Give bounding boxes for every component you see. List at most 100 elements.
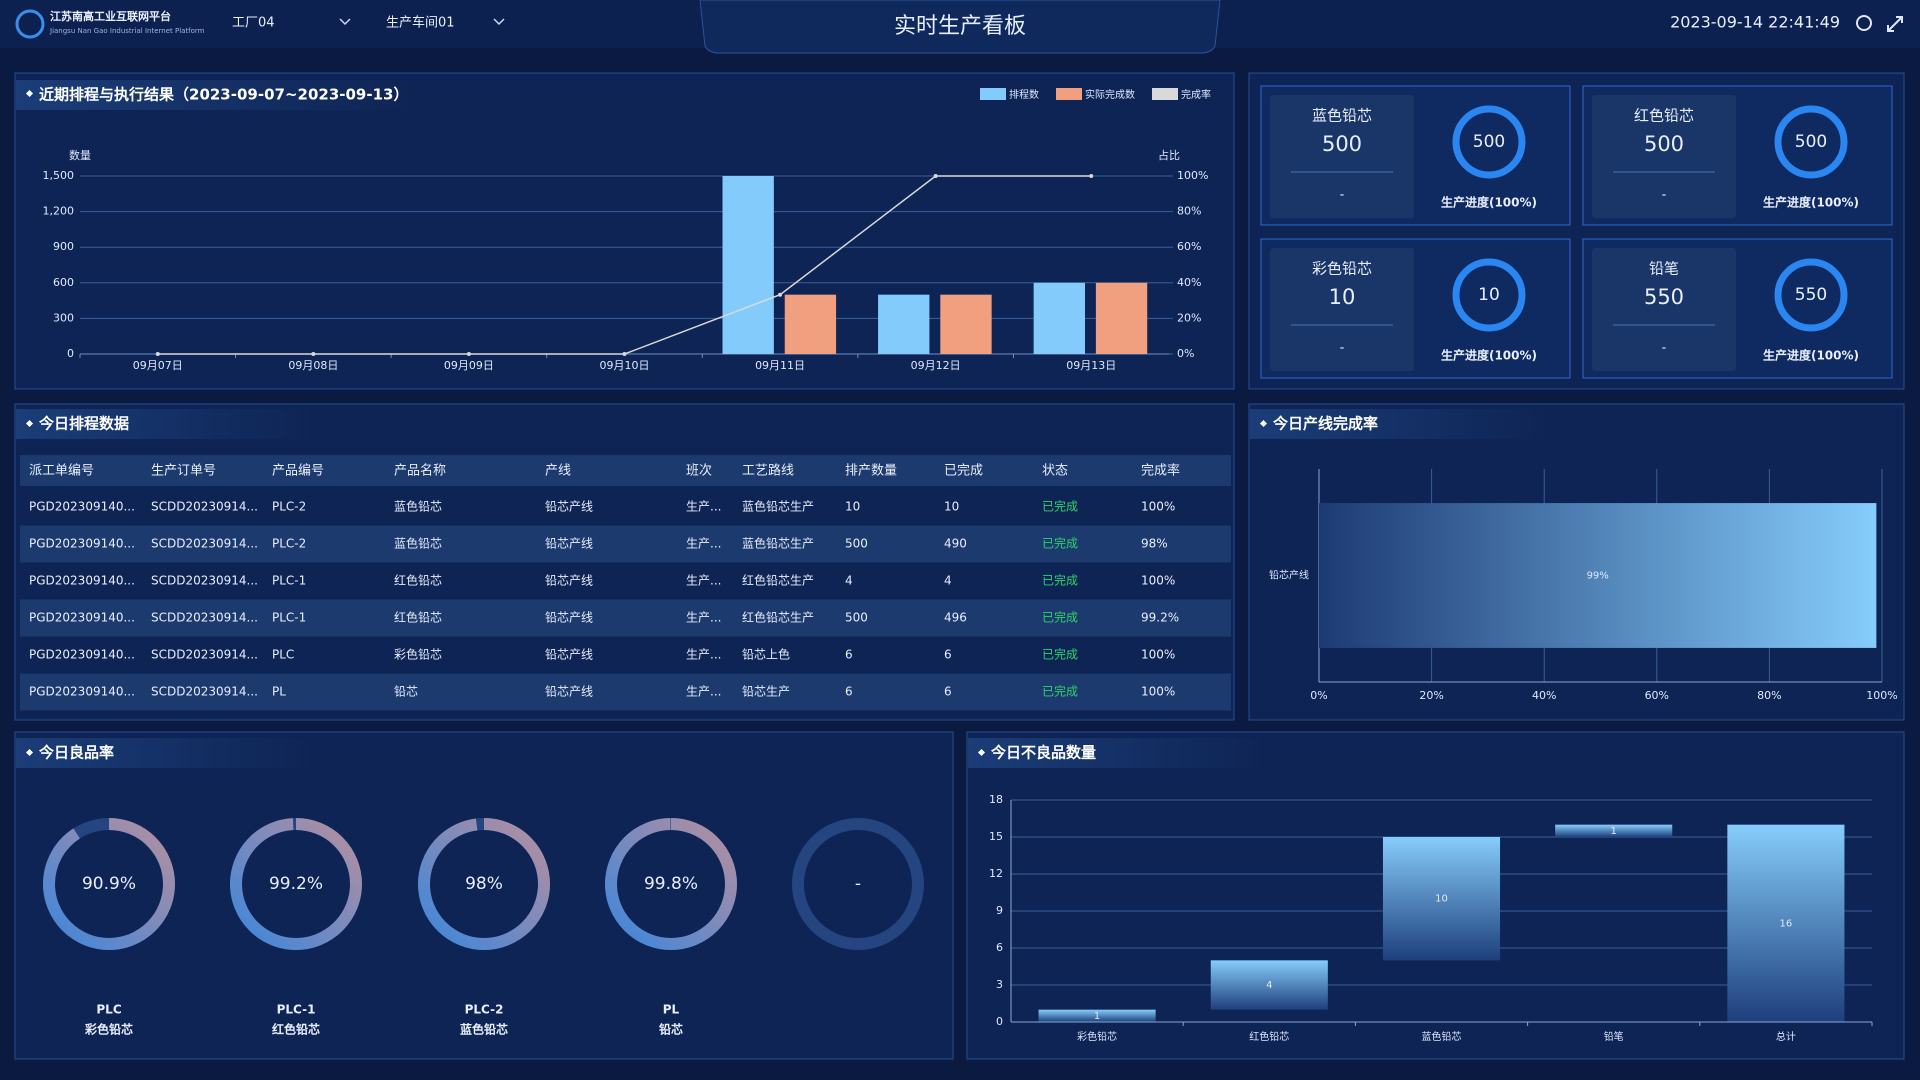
product-code: PLC-1	[277, 1003, 316, 1017]
column-header: 产品编号	[272, 464, 324, 479]
x-tick-label: 彩色铅芯	[1077, 1030, 1117, 1043]
ring-value: 500	[1473, 132, 1505, 152]
table-cell: 6	[845, 648, 853, 662]
title-marker	[25, 419, 34, 428]
y-tick-label: 6	[996, 941, 1003, 954]
table-cell: PGD202309140...	[29, 537, 135, 551]
legend-swatch[interactable]	[1152, 88, 1178, 100]
table-cell: 6	[845, 685, 853, 699]
y2-tick-label: 80%	[1177, 205, 1201, 218]
status-cell: 已完成	[1042, 610, 1078, 625]
y-tick-label: 1,500	[43, 169, 75, 182]
bar	[878, 294, 930, 354]
table-cell: SCDD20230914...	[151, 574, 258, 588]
data-label: 4	[1266, 980, 1272, 991]
table-cell: 100%	[1141, 500, 1175, 514]
ring-label: 99.8%	[644, 874, 698, 894]
bar	[1319, 503, 1877, 648]
table-cell: 铅芯产线	[545, 500, 593, 514]
title-marker	[977, 748, 986, 757]
table-cell: SCDD20230914...	[151, 537, 258, 551]
table-cell: 490	[944, 537, 967, 551]
y-axis-title: 数量	[69, 149, 91, 162]
workshop-select[interactable]: 生产车间01	[386, 15, 455, 31]
ring-label: 99.2%	[269, 874, 323, 894]
y2-tick-label: 0%	[1177, 347, 1194, 360]
table-row-bg	[20, 599, 1231, 637]
factory-select[interactable]: 工厂04	[232, 16, 275, 31]
column-header: 产线	[545, 464, 571, 479]
table-cell: 铅芯产线	[545, 685, 593, 699]
y-tick-label: 0	[67, 347, 74, 360]
legend-label[interactable]: 排程数	[1009, 88, 1039, 101]
data-label: 1	[1611, 826, 1617, 837]
panel-title: 今日排程数据	[38, 415, 129, 433]
card-value: 500	[1322, 132, 1362, 156]
refresh-icon[interactable]	[1856, 15, 1872, 31]
logo-icon	[15, 9, 45, 39]
x-tick-label: 09月08日	[288, 359, 338, 372]
progress-label: 生产进度(100%)	[1763, 348, 1859, 363]
dropdown-arrow[interactable]	[339, 18, 351, 26]
table-cell: 铅芯产线	[545, 648, 593, 662]
table-row-bg	[20, 673, 1231, 711]
y-tick-label: 600	[53, 276, 74, 289]
product-name: 彩色铅芯	[84, 1022, 133, 1037]
x-tick-label: 0%	[1310, 689, 1327, 702]
datetime: 2023-09-14 22:41:49	[1670, 13, 1840, 32]
card-note: -	[1662, 341, 1667, 356]
table-cell: 500	[845, 611, 868, 625]
table-cell: 红色铅芯	[394, 573, 442, 588]
bar	[1033, 282, 1085, 354]
table-cell: 10	[944, 500, 959, 514]
table-cell: 生产...	[686, 500, 721, 514]
table-cell: 蓝色铅芯生产	[742, 537, 814, 551]
bar	[1210, 960, 1328, 1010]
legend-label[interactable]: 实际完成数	[1085, 88, 1135, 101]
table-cell: PGD202309140...	[29, 611, 135, 625]
progress-label: 生产进度(100%)	[1763, 195, 1859, 210]
legend-swatch[interactable]	[1056, 88, 1082, 100]
table-cell: 蓝色铅芯	[394, 500, 442, 514]
y-tick-label: 18	[989, 793, 1003, 806]
card-name: 蓝色铅芯	[1312, 107, 1372, 125]
card-inner	[1270, 95, 1414, 218]
ring-label: 90.9%	[82, 874, 136, 894]
ring-value: 550	[1795, 285, 1827, 305]
table-row-bg	[20, 525, 1231, 563]
table-cell: 生产...	[686, 611, 721, 625]
table-cell: 生产...	[686, 648, 721, 662]
ring-value	[418, 818, 550, 950]
x-tick-label: 100%	[1866, 689, 1897, 702]
fullscreen-icon[interactable]	[1887, 16, 1903, 32]
table-cell: 铅芯产线	[545, 611, 593, 625]
column-header: 状态	[1042, 464, 1068, 479]
x-tick-label: 60%	[1645, 689, 1669, 702]
product-code: PL	[663, 1003, 680, 1017]
table-cell: 彩色铅芯	[394, 648, 442, 662]
x-tick-label: 09月09日	[444, 359, 494, 372]
table-cell: 生产...	[686, 685, 721, 699]
bar	[1095, 282, 1148, 354]
table-cell: 100%	[1141, 574, 1175, 588]
column-header: 工艺路线	[742, 463, 794, 479]
ring-label: 98%	[465, 874, 503, 894]
table-cell: 生产...	[686, 574, 721, 588]
card-note: -	[1340, 188, 1345, 203]
table-cell: 6	[944, 685, 952, 699]
legend-swatch[interactable]	[980, 88, 1006, 100]
data-label: 16	[1780, 918, 1793, 929]
dropdown-arrow[interactable]	[493, 18, 505, 26]
card-value: 500	[1644, 132, 1684, 156]
y2-axis-title: 占比	[1158, 148, 1180, 162]
legend-label[interactable]: 完成率	[1181, 88, 1211, 101]
card-name: 彩色铅芯	[1312, 260, 1372, 278]
x-tick-label: 铅笔	[1604, 1030, 1624, 1043]
column-header: 产品名称	[394, 463, 446, 479]
table-cell: 496	[944, 611, 967, 625]
table-cell: 99.2%	[1141, 611, 1179, 625]
panel-title-bg	[16, 738, 316, 768]
table-cell: 4	[944, 574, 952, 588]
ring-label: -	[855, 874, 861, 894]
